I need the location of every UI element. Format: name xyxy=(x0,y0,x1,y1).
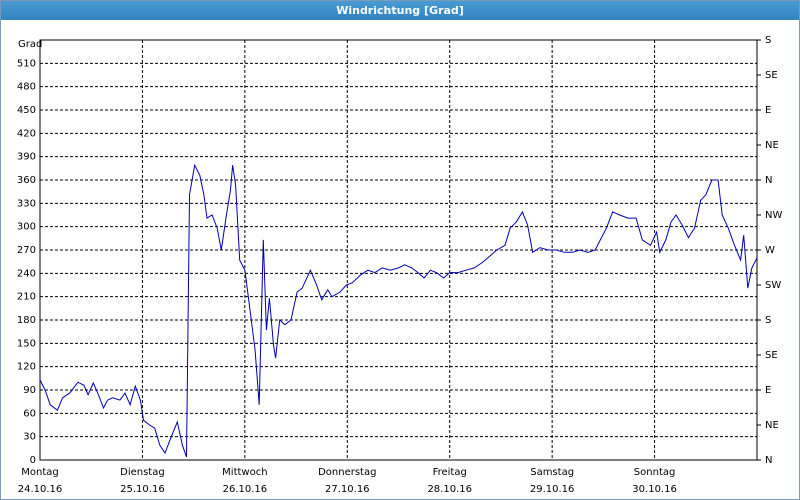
y2-tick-label: NW xyxy=(765,210,782,221)
y-tick-label: 210 xyxy=(17,292,36,303)
y-tick-label: 240 xyxy=(17,268,36,279)
y-tick-label: 480 xyxy=(17,82,36,93)
x-tick-date: 25.10.16 xyxy=(120,484,165,495)
x-tick-date: 30.10.16 xyxy=(632,484,677,495)
y-tick-label: 360 xyxy=(17,175,36,186)
y-axis-label: Grad xyxy=(18,39,42,50)
y2-tick-label: N xyxy=(765,175,772,186)
y-tick-label: 390 xyxy=(17,152,36,163)
y-tick-label: 60 xyxy=(23,408,36,419)
y-tick-label: 150 xyxy=(17,338,36,349)
y-tick-label: 180 xyxy=(17,315,36,326)
data-line xyxy=(39,163,758,458)
x-tick-date: 26.10.16 xyxy=(223,484,268,495)
y2-tick-label: S xyxy=(765,315,771,326)
title-bar: Windrichtung [Grad] xyxy=(1,1,799,20)
y-tick-label: 420 xyxy=(17,128,36,139)
x-tick-label: Dienstag xyxy=(120,467,165,478)
y-tick-label: 510 xyxy=(17,58,36,69)
y-tick-label: 300 xyxy=(17,222,36,233)
x-tick-label: Donnerstag xyxy=(318,467,376,478)
y2-tick-label: N xyxy=(765,455,772,466)
y-tick-label: 30 xyxy=(23,432,36,443)
y-tick-label: 120 xyxy=(17,362,36,373)
y2-tick-label: NE xyxy=(765,420,779,431)
y2-tick-label: E xyxy=(765,105,771,116)
y2-tick-label: E xyxy=(765,385,771,396)
x-tick-date: 29.10.16 xyxy=(530,484,575,495)
y2-tick-label: SW xyxy=(765,280,781,291)
y-tick-label: 90 xyxy=(23,385,36,396)
x-tick-date: 24.10.16 xyxy=(18,484,63,495)
x-tick-label: Montag xyxy=(21,467,58,478)
y-tick-label: 270 xyxy=(17,245,36,256)
plot-frame xyxy=(39,39,758,461)
y-tick-label: 330 xyxy=(17,198,36,209)
y2-tick-label: S xyxy=(765,35,771,46)
x-tick-date: 27.10.16 xyxy=(325,484,370,495)
x-tick-date: 28.10.16 xyxy=(427,484,472,495)
y2-tick-label: NE xyxy=(765,140,779,151)
y2-tick-label: SE xyxy=(765,70,778,81)
x-tick-label: Freitag xyxy=(433,467,467,478)
y-tick-label: 0 xyxy=(30,455,36,466)
x-tick-label: Samstag xyxy=(530,467,574,478)
y-tick-label: 450 xyxy=(17,105,36,116)
x-tick-label: Sonntag xyxy=(634,467,676,478)
y2-tick-label: W xyxy=(765,245,775,256)
x-tick-label: Mittwoch xyxy=(222,467,267,478)
y2-tick-label: SE xyxy=(765,350,778,361)
